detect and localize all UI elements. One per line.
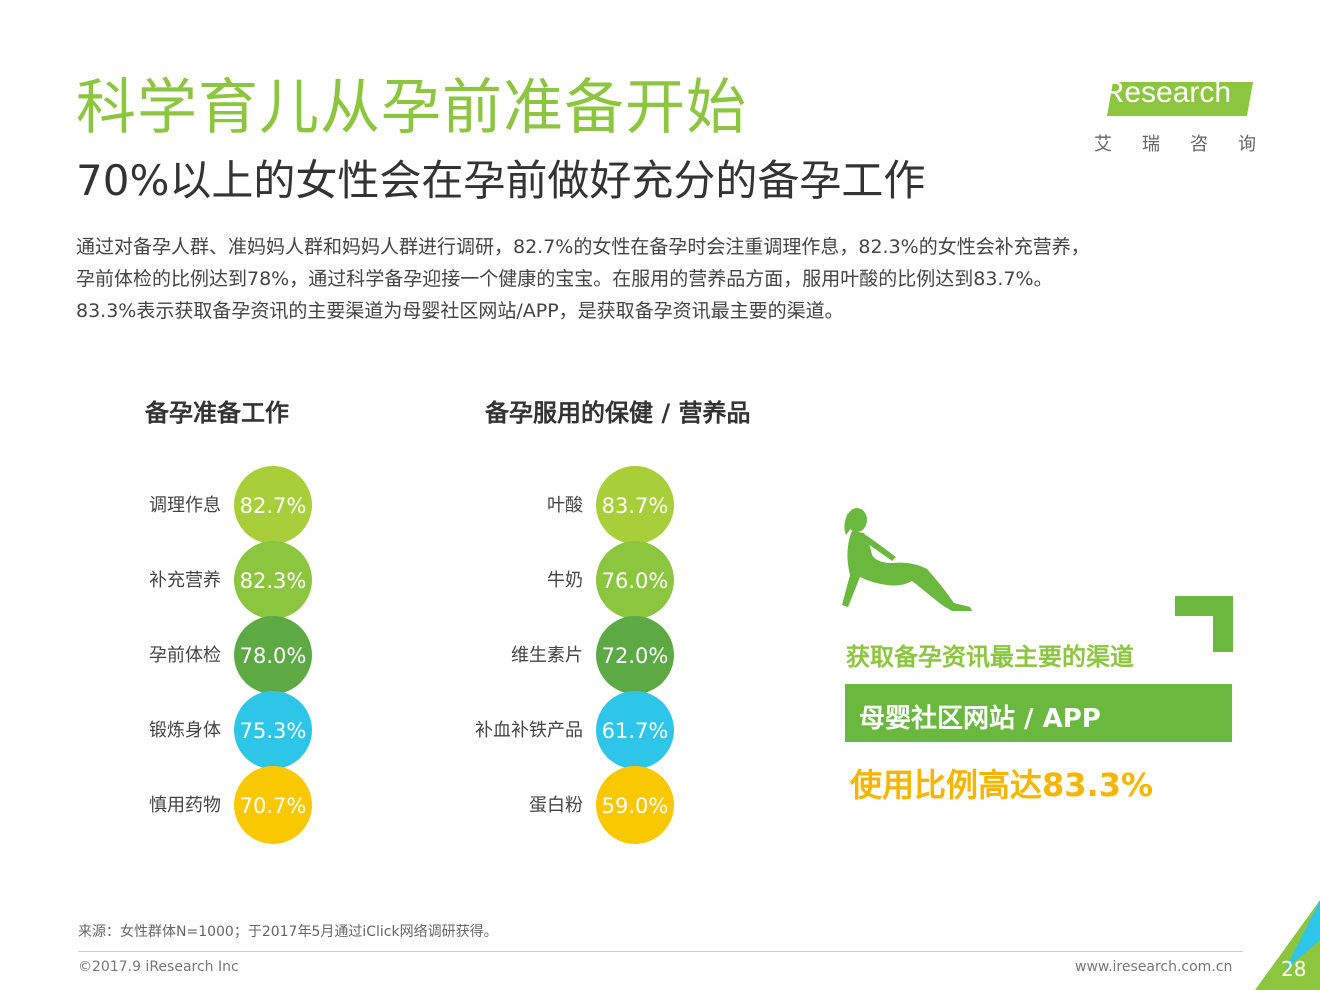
bubble-mark: [234, 466, 312, 544]
category-label: 调理作息: [149, 495, 221, 516]
category-label: 孕前体检: [149, 645, 221, 666]
category-label: 叶酸: [547, 495, 583, 516]
corner-bracket-icon: [1175, 596, 1233, 652]
bubble-mark: [596, 766, 674, 844]
bubble-mark: [596, 541, 674, 619]
value-label: 61.7%: [602, 719, 669, 743]
channel-box: 母婴社区网站 / APP: [845, 684, 1232, 742]
bubble-mark: [234, 541, 312, 619]
value-label: 59.0%: [602, 794, 669, 818]
value-label: 72.0%: [602, 644, 669, 668]
value-label: 70.7%: [240, 794, 307, 818]
category-label: 慎用药物: [149, 795, 221, 816]
category-label: 补充营养: [149, 570, 221, 591]
bubble-mark: [596, 466, 674, 544]
page-title: 科学育儿从孕前准备开始: [76, 73, 747, 143]
channel-name: 母婴社区网站 / APP: [859, 704, 1101, 734]
value-label: 82.7%: [240, 494, 307, 518]
value-label: 78.0%: [240, 644, 307, 668]
bubble-mark: [234, 691, 312, 769]
copyright: ©2017.9 iResearch Inc: [78, 959, 239, 975]
value-label: 76.0%: [602, 569, 669, 593]
value-label: 75.3%: [240, 719, 307, 743]
category-label: 补血补铁产品: [475, 720, 583, 741]
chart-title-prep: 备孕准备工作: [145, 399, 289, 427]
iresearch-logo: iResearch 艾瑞咨询: [1088, 70, 1286, 156]
logo-chinese: 艾瑞咨询: [1094, 134, 1286, 155]
category-label: 蛋白粉: [529, 795, 583, 816]
value-label: 82.3%: [240, 569, 307, 593]
bubble-mark: [234, 616, 312, 694]
bubble-mark: [596, 616, 674, 694]
page-number: 28: [1281, 957, 1307, 981]
chart-title-supplements: 备孕服用的保健 / 营养品: [485, 399, 751, 427]
category-label: 维生素片: [511, 645, 583, 666]
channel-title: 获取备孕资讯最主要的渠道: [846, 643, 1134, 671]
category-label: 锻炼身体: [149, 720, 221, 741]
logo-word-text: Research: [1102, 76, 1232, 109]
footer-divider: [78, 951, 1243, 952]
logo-i: i: [1096, 76, 1103, 109]
description-line: 孕前体检的比例达到78%，通过科学备孕迎接一个健康的宝宝。在服用的营养品方面，服…: [76, 268, 1053, 290]
description-line: 83.3%表示获取备孕资讯的主要渠道为母婴社区网站/APP，是获取备孕资讯最主要…: [76, 300, 844, 322]
website-url: www.iresearch.com.cn: [1075, 959, 1233, 975]
page-subtitle: 70%以上的女性会在孕前做好充分的备孕工作: [76, 156, 926, 205]
description: 通过对备孕人群、准妈妈人群和妈妈人群进行调研，82.7%的女性在备孕时会注重调理…: [76, 231, 1251, 327]
category-label: 牛奶: [547, 570, 583, 591]
source-note: 来源：女性群体N=1000；于2017年5月通过iClick网络调研获得。: [78, 924, 498, 940]
bubble-mark: [596, 691, 674, 769]
description-line: 通过对备孕人群、准妈妈人群和妈妈人群进行调研，82.7%的女性在备孕时会注重调理…: [76, 236, 1090, 258]
value-label: 83.7%: [602, 494, 669, 518]
woman-silhouette-icon: [842, 508, 972, 611]
channel-ratio: 使用比例高达83.3%: [850, 766, 1154, 804]
bubble-mark: [234, 766, 312, 844]
page-corner-icon: [1255, 900, 1320, 990]
